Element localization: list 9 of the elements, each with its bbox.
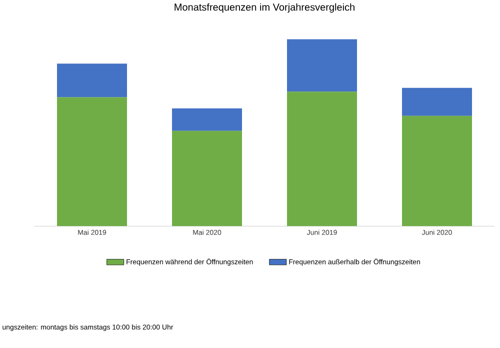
- chart-title: Monatsfrequenzen im Vorjahresvergleich: [174, 3, 354, 13]
- bar: [172, 131, 242, 226]
- bar: [287, 39, 357, 92]
- bar: [402, 88, 472, 116]
- bar: [402, 116, 472, 226]
- bar: [172, 108, 242, 132]
- bar: [287, 92, 357, 226]
- bar: [57, 64, 128, 98]
- bar: [57, 97, 128, 226]
